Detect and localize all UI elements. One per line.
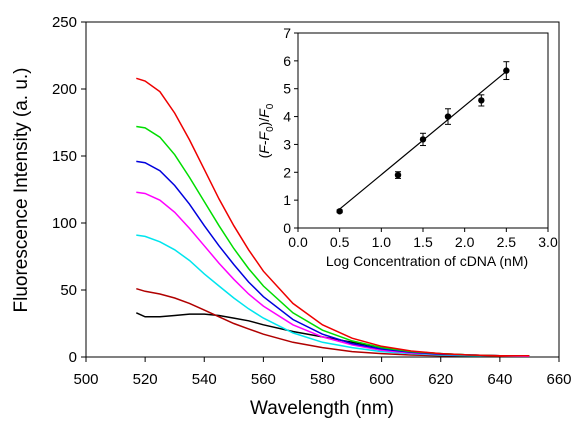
inset-y-title-part: 0 xyxy=(265,126,276,132)
spectrum-line-2 xyxy=(136,287,530,358)
spectrum-line-4 xyxy=(136,191,530,358)
main-y-tick-label: 0 xyxy=(69,349,77,366)
inset-y-ticks: 0 1 2 3 4 5 6 7 xyxy=(283,25,298,236)
inset-x-tick-label: 0.0 xyxy=(288,234,308,250)
inset-point-3 xyxy=(419,132,427,147)
main-x-tick-label: 560 xyxy=(251,371,276,388)
inset-y-title-part: F xyxy=(256,130,272,140)
inset-y-title-part: - xyxy=(256,140,272,145)
inset-y-tick-label: 2 xyxy=(283,164,291,180)
inset-y-tick-label: 3 xyxy=(283,136,291,152)
main-y-tick-label: 200 xyxy=(52,81,77,98)
inset-y-tick-label: 4 xyxy=(283,109,291,125)
inset-x-tick-label: 2.5 xyxy=(497,234,517,250)
inset-x-tick-label: 3.0 xyxy=(538,234,558,250)
inset-y-title-part: F xyxy=(256,144,272,154)
inset-x-tick-label: 0.5 xyxy=(330,234,350,250)
main-x-tick-label: 500 xyxy=(73,371,98,388)
main-y-tick-label: 50 xyxy=(60,282,77,299)
main-x-axis-title: Wavelength (nm) xyxy=(250,398,394,419)
inset-y-axis-title: (F-F0)/F0 xyxy=(256,103,276,158)
main-y-tick-label: 150 xyxy=(52,148,77,165)
data-point-marker xyxy=(503,67,510,74)
main-x-tick-label: 580 xyxy=(310,371,335,388)
main-y-axis-title: Fluorescence Intensity (a. u.) xyxy=(11,68,32,313)
data-point-marker xyxy=(394,171,402,179)
inset-point-6 xyxy=(503,61,510,81)
main-x-tick-label: 540 xyxy=(192,371,217,388)
inset-x-tick-label: 2.0 xyxy=(455,234,475,250)
inset-y-tick-label: 6 xyxy=(283,53,291,69)
inset-y-title-part: ( xyxy=(256,153,272,158)
data-point-marker xyxy=(419,136,427,143)
inset-x-tick-label: 1.0 xyxy=(372,234,392,250)
inset-y-tick-label: 5 xyxy=(283,81,291,97)
main-y-tick-label: 100 xyxy=(52,215,77,232)
main-y-ticks: 0 50 100 150 200 250 xyxy=(52,14,86,366)
inset-y-tick-label: 1 xyxy=(283,192,291,208)
inset-y-tick-label: 0 xyxy=(283,220,291,236)
main-x-tick-label: 620 xyxy=(428,371,453,388)
main-chart: 500 520 540 560 580 600 620 640 660 050100150200… xyxy=(11,14,572,419)
main-x-tick-label: 660 xyxy=(546,371,571,388)
inset-point-1 xyxy=(336,208,343,215)
data-point-marker xyxy=(444,113,452,120)
inset-x-ticks: 0.0 0.5 1.0 1.5 2.0 2.5 3.0 xyxy=(288,228,558,250)
main-plot-frame xyxy=(85,21,560,358)
inset-y-title-part: )/ xyxy=(256,118,272,127)
data-point-marker xyxy=(336,208,343,215)
inset-y-title-part: F xyxy=(256,108,272,118)
inset-y-title-part: 0 xyxy=(265,103,276,109)
main-x-tick-label: 520 xyxy=(133,371,158,388)
inset-x-tick-label: 1.5 xyxy=(413,234,433,250)
inset-y-tick-label: 7 xyxy=(283,25,291,41)
inset-point-4 xyxy=(444,108,452,125)
inset-plot-frame xyxy=(297,32,549,229)
main-x-tick-label: 600 xyxy=(369,371,394,388)
inset-point-5 xyxy=(478,94,485,107)
main-y-tick-label: 250 xyxy=(52,14,77,31)
main-series-group xyxy=(135,77,530,358)
main-x-tick-label: 640 xyxy=(487,371,512,388)
spectrum-line-7 xyxy=(136,77,530,357)
inset-chart: 0.0 0.5 1.0 1.5 2.0 2.5 3.0 0 1 2 3 4 5 6 7 Log Conce… xyxy=(256,25,558,269)
data-point-marker xyxy=(478,97,485,104)
inset-point-2 xyxy=(394,171,402,179)
main-x-ticks: 500 520 540 560 580 600 620 640 660 xyxy=(73,357,572,388)
inset-x-axis-title: Log Concentration of cDNA (nM) xyxy=(326,253,528,269)
inset-points-group xyxy=(336,61,510,215)
